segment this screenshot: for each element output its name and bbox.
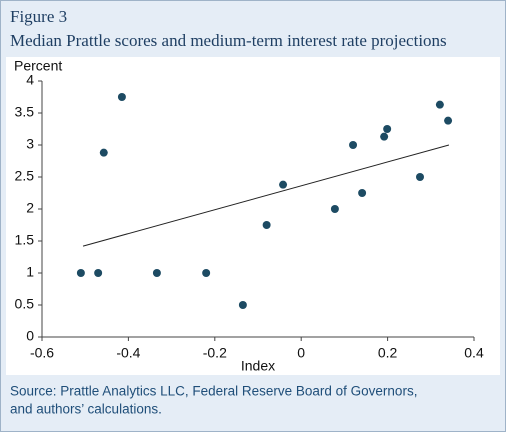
x-tick-label: -0.6 xyxy=(30,345,54,361)
y-tick-label: 4 xyxy=(26,72,34,88)
x-tick-label: -0.2 xyxy=(203,345,227,361)
y-tick-label: 1 xyxy=(26,264,34,280)
point xyxy=(152,269,161,277)
point xyxy=(435,100,444,109)
y-tick-label: 0 xyxy=(26,328,34,344)
source-note: and authors’ calculations. xyxy=(10,402,162,417)
point xyxy=(202,269,211,277)
point xyxy=(76,269,85,277)
point xyxy=(444,116,453,125)
point xyxy=(330,205,339,213)
y-tick-label: 0.5 xyxy=(15,296,35,312)
y-tick-label: 3.5 xyxy=(15,104,35,120)
point xyxy=(94,269,103,277)
y-tick-label: 2.5 xyxy=(15,168,35,184)
point xyxy=(380,132,389,141)
x-tick-label: 0 xyxy=(297,345,305,361)
point xyxy=(238,301,247,309)
y-tick-label: 1.5 xyxy=(15,232,35,248)
point xyxy=(383,125,392,133)
point xyxy=(262,221,271,229)
y-axis-title: Percent xyxy=(14,58,62,74)
y-tick-label: 3 xyxy=(26,136,34,152)
x-tick-label: 0.2 xyxy=(378,345,398,361)
x-tick-label: 0.4 xyxy=(464,345,484,361)
y-tick-label: 2 xyxy=(26,200,34,216)
point xyxy=(349,141,358,149)
x-axis-title: Index xyxy=(241,358,275,374)
point xyxy=(279,180,288,189)
trend-line xyxy=(82,144,450,247)
source-note: Source: Prattle Analytics LLC, Federal R… xyxy=(10,384,417,399)
x-tick-label: -0.4 xyxy=(116,345,140,361)
figure-label: Figure 3 xyxy=(10,7,67,26)
point xyxy=(117,93,126,101)
point xyxy=(358,189,367,197)
point xyxy=(416,173,424,181)
point xyxy=(99,148,108,157)
plot-background xyxy=(6,57,500,375)
chart-title: Median Prattle scores and medium-term in… xyxy=(10,31,447,50)
